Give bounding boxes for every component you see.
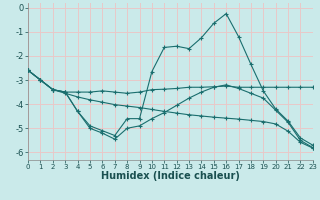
X-axis label: Humidex (Indice chaleur): Humidex (Indice chaleur) <box>101 171 240 181</box>
